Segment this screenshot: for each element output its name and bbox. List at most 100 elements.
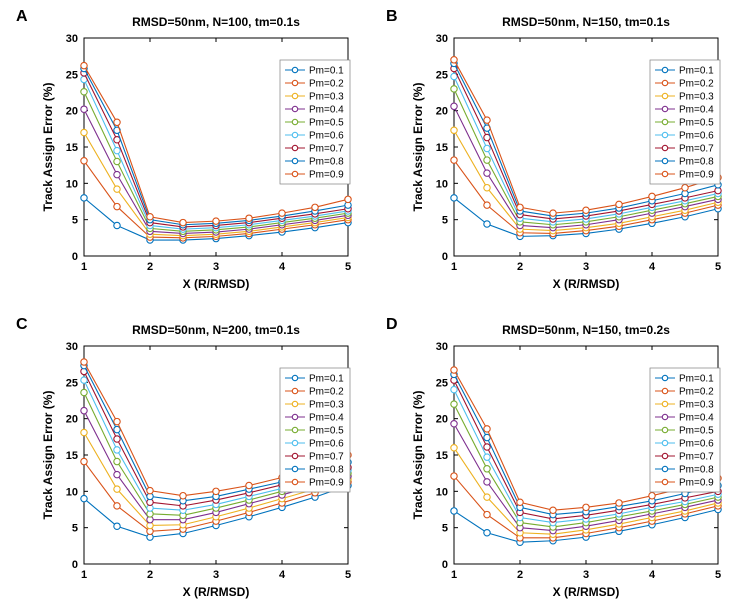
legend-label: Pm=0.8 — [679, 157, 714, 168]
y-tick-label: 20 — [436, 414, 448, 426]
y-tick-label: 5 — [72, 215, 78, 227]
legend-label: Pm=0.2 — [679, 79, 714, 90]
y-tick-label: 20 — [66, 414, 78, 426]
series-marker — [616, 500, 622, 506]
series-marker — [279, 210, 285, 216]
series-marker — [484, 157, 490, 163]
series-marker — [114, 418, 120, 424]
plot-svg: 12345051015202530X (R/RMSD)Track Assign … — [406, 12, 726, 300]
series-marker — [81, 129, 87, 135]
x-tick-label: 5 — [715, 569, 721, 581]
x-tick-label: 3 — [583, 261, 589, 273]
y-tick-label: 10 — [436, 486, 448, 498]
x-tick-label: 2 — [517, 569, 523, 581]
legend-label: Pm=0.9 — [679, 170, 714, 181]
series-marker — [484, 170, 490, 176]
panel-title: RMSD=50nm, N=150, tm=0.2s — [502, 323, 670, 337]
y-tick-label: 30 — [66, 341, 78, 353]
legend-label: Pm=0.8 — [679, 465, 714, 476]
panel-title: RMSD=50nm, N=150, tm=0.1s — [502, 15, 670, 29]
x-tick-label: 4 — [649, 261, 656, 273]
legend-label: Pm=0.4 — [679, 105, 714, 116]
legend-label: Pm=0.4 — [309, 105, 344, 116]
series-marker — [114, 171, 120, 177]
legend-label: Pm=0.3 — [309, 400, 344, 411]
legend-label: Pm=0.5 — [309, 426, 344, 437]
legend-label: Pm=0.2 — [309, 79, 344, 90]
series-marker — [484, 184, 490, 190]
series-marker — [484, 221, 490, 227]
legend-label: Pm=0.7 — [309, 144, 344, 155]
y-tick-label: 15 — [436, 142, 448, 154]
x-tick-label: 5 — [345, 569, 351, 581]
series-marker — [484, 202, 490, 208]
legend-label: Pm=0.2 — [309, 387, 344, 398]
series-marker — [517, 204, 523, 210]
series-marker — [649, 492, 655, 498]
panel-label-c: C — [16, 316, 28, 334]
legend-label: Pm=0.1 — [309, 66, 344, 77]
legend-label: Pm=0.1 — [309, 374, 344, 385]
series-marker — [517, 499, 523, 505]
series-marker — [81, 407, 87, 413]
y-tick-label: 0 — [442, 251, 448, 263]
series-marker — [114, 119, 120, 125]
series-marker — [583, 207, 589, 213]
x-tick-label: 4 — [649, 569, 656, 581]
series-marker — [649, 193, 655, 199]
x-axis-label: X (R/RMSD) — [183, 277, 250, 291]
series-marker — [114, 222, 120, 228]
legend-label: Pm=0.9 — [309, 478, 344, 489]
series-marker — [451, 127, 457, 133]
legend-label: Pm=0.9 — [309, 170, 344, 181]
x-tick-label: 3 — [583, 569, 589, 581]
y-tick-label: 25 — [436, 69, 448, 81]
y-tick-label: 30 — [436, 33, 448, 45]
y-axis-label: Track Assign Error (%) — [41, 83, 55, 212]
panel-a: 12345051015202530X (R/RMSD)Track Assign … — [36, 12, 356, 300]
y-tick-label: 5 — [442, 215, 448, 227]
series-marker — [451, 445, 457, 451]
panel-b: 12345051015202530X (R/RMSD)Track Assign … — [406, 12, 726, 300]
series-marker — [484, 454, 490, 460]
x-axis-label: X (R/RMSD) — [553, 585, 620, 599]
series-marker — [484, 444, 490, 450]
series-marker — [484, 466, 490, 472]
series-marker — [583, 504, 589, 510]
y-tick-label: 10 — [66, 486, 78, 498]
series-marker — [451, 367, 457, 373]
y-tick-label: 20 — [436, 106, 448, 118]
series-marker — [147, 487, 153, 493]
series-marker — [451, 86, 457, 92]
series-marker — [114, 523, 120, 529]
plot-svg: 12345051015202530X (R/RMSD)Track Assign … — [36, 320, 356, 608]
series-marker — [451, 157, 457, 163]
series-marker — [484, 117, 490, 123]
legend-label: Pm=0.1 — [679, 374, 714, 385]
series-marker — [451, 386, 457, 392]
series-marker — [81, 62, 87, 68]
x-tick-label: 5 — [715, 261, 721, 273]
x-tick-label: 1 — [451, 569, 457, 581]
y-tick-label: 25 — [436, 377, 448, 389]
plot-svg: 12345051015202530X (R/RMSD)Track Assign … — [406, 320, 726, 608]
x-tick-label: 4 — [279, 569, 286, 581]
series-marker — [484, 494, 490, 500]
x-axis-label: X (R/RMSD) — [183, 585, 250, 599]
y-tick-label: 5 — [72, 523, 78, 535]
y-tick-label: 10 — [66, 178, 78, 190]
x-tick-label: 2 — [147, 569, 153, 581]
panel-c: 12345051015202530X (R/RMSD)Track Assign … — [36, 320, 356, 608]
y-tick-label: 15 — [436, 450, 448, 462]
series-marker — [451, 473, 457, 479]
legend-label: Pm=0.3 — [679, 400, 714, 411]
series-marker — [180, 492, 186, 498]
x-tick-label: 1 — [451, 261, 457, 273]
series-marker — [484, 145, 490, 151]
y-tick-label: 0 — [72, 559, 78, 571]
legend-label: Pm=0.5 — [309, 118, 344, 129]
legend-label: Pm=0.6 — [679, 131, 714, 142]
y-tick-label: 25 — [66, 69, 78, 81]
series-marker — [484, 479, 490, 485]
y-tick-label: 0 — [442, 559, 448, 571]
